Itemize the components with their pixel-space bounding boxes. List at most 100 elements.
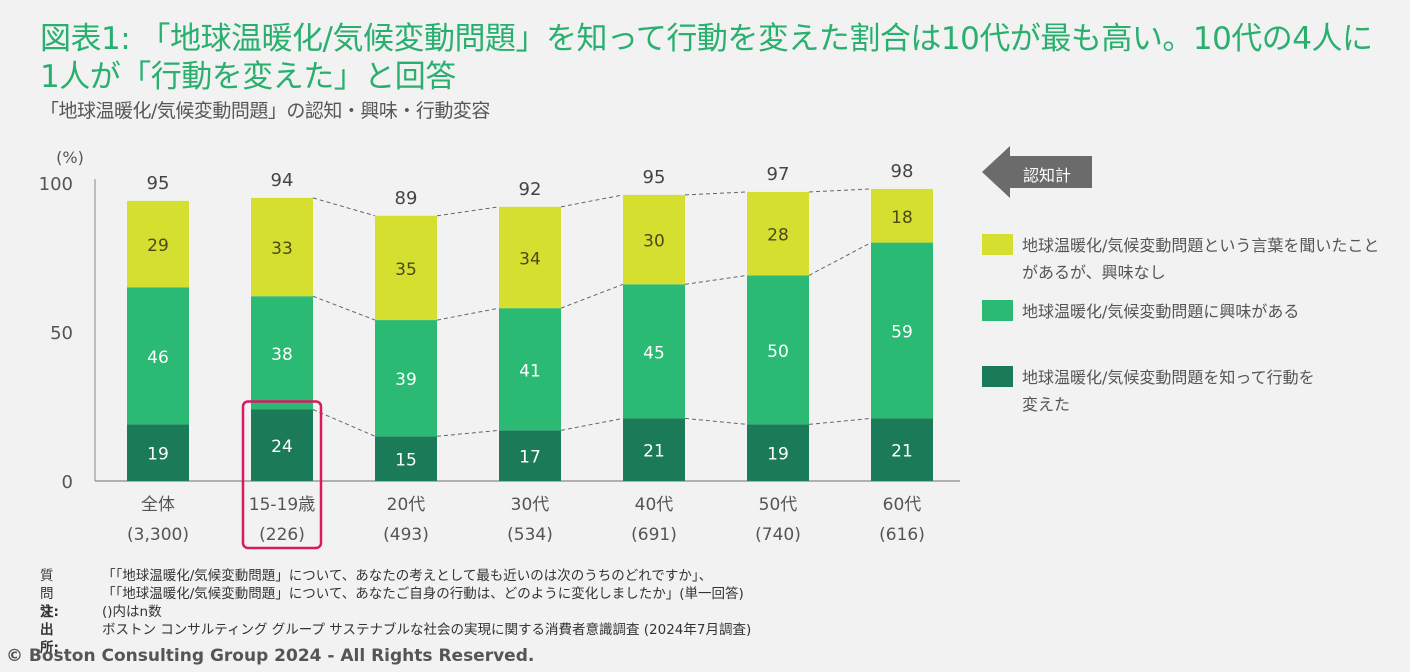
category-label: 40代 — [635, 495, 674, 515]
category-n-label: (691) — [631, 525, 677, 545]
segment-value-label: 28 — [767, 226, 789, 246]
bar-segment — [623, 418, 685, 481]
segment-value-label: 59 — [891, 323, 913, 343]
connector-lines — [312, 188, 872, 437]
segment-value-label: 39 — [395, 370, 417, 390]
copyright: © Boston Consulting Group 2024 - All Rig… — [6, 646, 535, 666]
segment-value-label: 18 — [891, 208, 913, 228]
bar-segment — [251, 197, 313, 297]
bar-segment — [623, 194, 685, 285]
segment-value-label: 34 — [519, 250, 541, 270]
connector-line — [808, 242, 872, 276]
bar-segment — [251, 409, 313, 481]
segment-value-label: 17 — [519, 448, 541, 468]
category-n-label: (226) — [259, 525, 305, 545]
legend-swatch — [982, 234, 1013, 255]
bar-segment — [747, 424, 809, 481]
page-title: 図表1: 「地球温暖化/気候変動問題」を知って行動を変えた割合は10代が最も高い… — [40, 21, 1373, 95]
bar-segment — [375, 215, 437, 321]
connector-line — [808, 188, 872, 193]
source-label: 出所: — [40, 622, 59, 656]
note-label: 注: — [40, 604, 59, 620]
legend-label: 地球温暖化/気候変動問題という言葉を聞いたことがあるが、興味なし — [1022, 236, 1380, 282]
bar-segment — [499, 308, 561, 431]
connector-line — [560, 283, 624, 309]
bar-segment — [747, 191, 809, 276]
total-label: 94 — [271, 170, 294, 191]
legend-item-no-interest: 地球温暖化/気候変動問題という言葉を聞いたことがあるが、興味なし — [982, 232, 1402, 298]
connector-line — [684, 417, 748, 425]
category-n-label: (534) — [507, 525, 553, 545]
bar-segment — [747, 275, 809, 425]
category-label: 全体 — [141, 495, 175, 515]
connector-line — [808, 417, 872, 425]
category-label: 50代 — [759, 495, 798, 515]
segment-value-label: 30 — [643, 232, 665, 252]
segment-value-label: 21 — [891, 442, 913, 462]
question-text-1: 「「地球温暖化/気候変動問題」について、あなたの考えとして最も近いのは次のうちの… — [102, 568, 713, 584]
y-tick-label: 50 — [50, 323, 73, 344]
connector-line — [312, 197, 376, 217]
labels: 19 46 29 95 全体 (3,300) 24 38 33 94 15-19歳 (226) 15 39… — [127, 161, 925, 550]
y-axis-unit-label: (%) — [56, 148, 84, 167]
question-text-2: 「「地球温暖化/気候変動問題」について、あなたご自身の行動は、どのように変化しま… — [102, 586, 744, 602]
category-n-label: (493) — [383, 525, 429, 545]
question-label: 質問文: — [40, 568, 59, 620]
segment-value-label: 24 — [271, 437, 293, 457]
y-tick-label: 0 — [62, 472, 73, 493]
segment-value-label: 19 — [767, 445, 789, 465]
segment-value-label: 19 — [147, 445, 169, 465]
bar-segment — [375, 436, 437, 481]
bar-segment — [127, 287, 189, 425]
bar-segment — [375, 320, 437, 437]
legend-item-interested: 地球温暖化/気候変動問題に興味がある — [982, 298, 1402, 364]
legend-swatch — [982, 300, 1013, 321]
category-label: 20代 — [387, 495, 426, 515]
connector-line — [312, 295, 376, 321]
connector-line — [436, 429, 500, 437]
category-label: 60代 — [883, 495, 922, 515]
legend-item-changed-behavior: 地球温暖化/気候変動問題を知って行動を変えた — [982, 364, 1402, 430]
bar-segment — [499, 206, 561, 309]
category-label: 30代 — [511, 495, 550, 515]
category-n-label: (740) — [755, 525, 801, 545]
category-n-label: (616) — [879, 525, 925, 545]
total-awareness-label: 認知計 — [1023, 166, 1072, 185]
segment-value-label: 46 — [147, 348, 169, 368]
source-text: ボストン コンサルティング グループ サステナブルな社会の実現に関する消費者意識… — [102, 622, 752, 638]
legend-label: 地球温暖化/気候変動問題に興味がある — [1022, 302, 1300, 321]
connector-line — [560, 194, 624, 208]
legend-label: 地球温暖化/気候変動問題を知って行動を変えた — [1022, 368, 1315, 414]
bar-segment — [871, 242, 933, 419]
note-text: ()内はn数 — [102, 604, 162, 620]
highlight-box — [241, 400, 323, 550]
segment-value-label: 29 — [147, 236, 169, 256]
bar-segment — [127, 424, 189, 481]
category-label: 15-19歳 — [249, 495, 315, 515]
total-label: 92 — [519, 179, 542, 200]
total-label: 95 — [643, 167, 666, 188]
connector-line — [312, 409, 376, 437]
segment-value-label: 15 — [395, 451, 417, 471]
connector-line — [684, 191, 748, 196]
total-label: 89 — [395, 188, 418, 209]
bar-segment — [871, 188, 933, 243]
connector-line — [684, 274, 748, 285]
legend-swatch — [982, 366, 1013, 387]
bar-segment — [871, 418, 933, 481]
segment-value-label: 50 — [767, 342, 789, 362]
bar-segment — [623, 284, 685, 419]
total-awareness-arrow-icon — [982, 146, 1092, 198]
total-label: 98 — [891, 161, 914, 182]
total-label: 95 — [147, 173, 170, 194]
connector-line — [436, 206, 500, 217]
y-tick-label: 100 — [39, 174, 73, 195]
chart-subtitle: 「地球温暖化/気候変動問題」の認知・興味・行動変容 — [40, 100, 490, 122]
total-label: 97 — [767, 164, 790, 185]
segment-value-label: 41 — [519, 361, 541, 381]
segment-value-label: 35 — [395, 260, 417, 280]
connector-line — [560, 417, 624, 431]
bar-segment — [499, 430, 561, 481]
bar-segment — [127, 200, 189, 288]
segment-value-label: 38 — [271, 345, 293, 365]
